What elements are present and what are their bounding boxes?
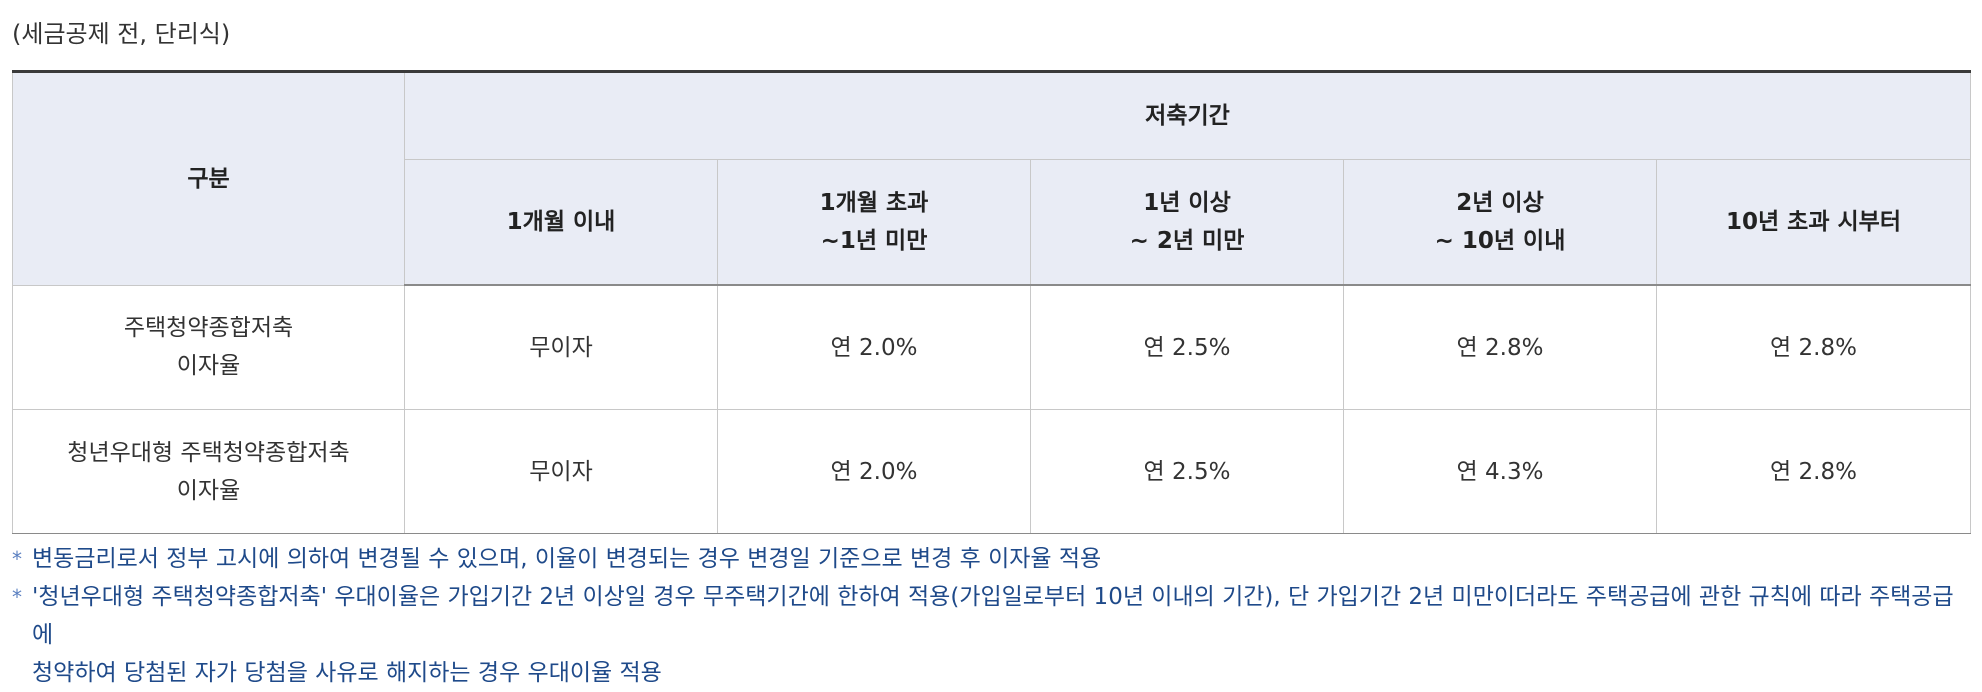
rate-cell: 연 2.5% (1030, 409, 1344, 534)
asterisk-icon: * (12, 547, 22, 571)
period-header-row: 1개월 이내 1개월 초과 ~1년 미만 1년 이상 ~ 2년 미만 2년 이상… (13, 159, 1971, 286)
table-row: 주택청약종합저축 이자율 무이자 연 2.0% 연 2.5% 연 2.8% 연 … (12, 284, 1971, 410)
table-row: 청년우대형 주택청약종합저축 이자율 무이자 연 2.0% 연 2.5% 연 4… (12, 409, 1971, 534)
rate-cell: 연 2.8% (1656, 409, 1971, 534)
asterisk-icon: * (12, 585, 22, 609)
footnotes: * 변동금리로서 정부 고시에 의하여 변경될 수 있으며, 이율이 변경되는 … (12, 540, 1962, 692)
rate-cell: 연 2.0% (717, 409, 1031, 534)
row-label: 주택청약종합저축 이자율 (12, 284, 405, 410)
rate-cell: 연 4.3% (1343, 409, 1657, 534)
rate-cell: 연 2.5% (1030, 284, 1344, 410)
period-header-2: 1개월 초과 ~1년 미만 (717, 159, 1031, 286)
rate-cell: 무이자 (404, 409, 718, 534)
rate-cell: 연 2.8% (1656, 284, 1971, 410)
savings-period-header: 저축기간 (404, 71, 1971, 160)
page: (세금공제 전, 단리식) 구분 저축기간 1개월 이내 1개월 초과 ~1년 … (12, 20, 1971, 686)
footnote-item: * 변동금리로서 정부 고시에 의하여 변경될 수 있으며, 이율이 변경되는 … (12, 540, 1962, 578)
period-header-4: 2년 이상 ~ 10년 이내 (1343, 159, 1657, 286)
period-header-1: 1개월 이내 (404, 159, 718, 286)
rate-cell: 연 2.0% (717, 284, 1031, 410)
row-label: 청년우대형 주택청약종합저축 이자율 (12, 409, 405, 534)
category-header: 구분 (12, 71, 405, 286)
period-header-3: 1년 이상 ~ 2년 미만 (1030, 159, 1344, 286)
period-header-5: 10년 초과 시부터 (1656, 159, 1971, 286)
table-header-row: 구분 저축기간 (12, 71, 1971, 286)
table-caption: (세금공제 전, 단리식) (12, 20, 231, 48)
interest-rate-table: 구분 저축기간 1개월 이내 1개월 초과 ~1년 미만 1년 이상 ~ 2년 … (12, 70, 1971, 534)
footnote-item: * '청년우대형 주택청약종합저축' 우대이율은 가입기간 2년 이상일 경우 … (12, 578, 1962, 692)
rate-cell: 연 2.8% (1343, 284, 1657, 410)
rate-cell: 무이자 (404, 284, 718, 410)
